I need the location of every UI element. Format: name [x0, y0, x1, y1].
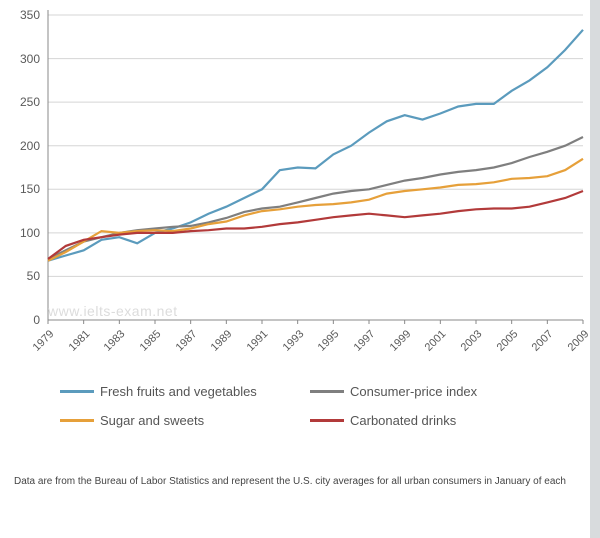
footnote: Data are from the Bureau of Labor Statis…	[14, 475, 586, 489]
y-tick-label: 200	[0, 139, 40, 153]
legend-swatch-icon	[310, 419, 344, 422]
y-tick-label: 150	[0, 182, 40, 196]
legend-label: Sugar and sweets	[100, 413, 204, 428]
legend-label: Consumer-price index	[350, 384, 477, 399]
legend-item-sugar: Sugar and sweets	[60, 413, 310, 428]
chart: www.ielts-exam.net 050100150200250300350…	[8, 5, 588, 365]
series-soda	[48, 191, 583, 259]
legend-swatch-icon	[310, 390, 344, 393]
legend-item-fresh: Fresh fruits and vegetables	[60, 384, 310, 399]
y-tick-label: 250	[0, 95, 40, 109]
watermark: www.ielts-exam.net	[48, 303, 178, 319]
legend-item-cpi: Consumer-price index	[310, 384, 560, 399]
legend-label: Fresh fruits and vegetables	[100, 384, 257, 399]
y-tick-label: 0	[0, 313, 40, 327]
y-tick-label: 100	[0, 226, 40, 240]
y-tick-label: 50	[0, 269, 40, 283]
legend-swatch-icon	[60, 390, 94, 393]
page: www.ielts-exam.net 0 50 100 150 200 250 300 350…	[0, 0, 600, 538]
legend: Fresh fruits and vegetables Consumer-pri…	[60, 384, 580, 442]
y-tick-label: 300	[0, 52, 40, 66]
legend-item-soda: Carbonated drinks	[310, 413, 560, 428]
legend-label: Carbonated drinks	[350, 413, 456, 428]
right-band	[590, 0, 600, 538]
legend-swatch-icon	[60, 419, 94, 422]
y-tick-label: 350	[0, 8, 40, 22]
series-sugar	[48, 159, 583, 261]
